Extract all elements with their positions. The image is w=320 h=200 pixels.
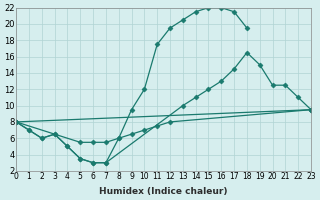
X-axis label: Humidex (Indice chaleur): Humidex (Indice chaleur) [99,187,228,196]
